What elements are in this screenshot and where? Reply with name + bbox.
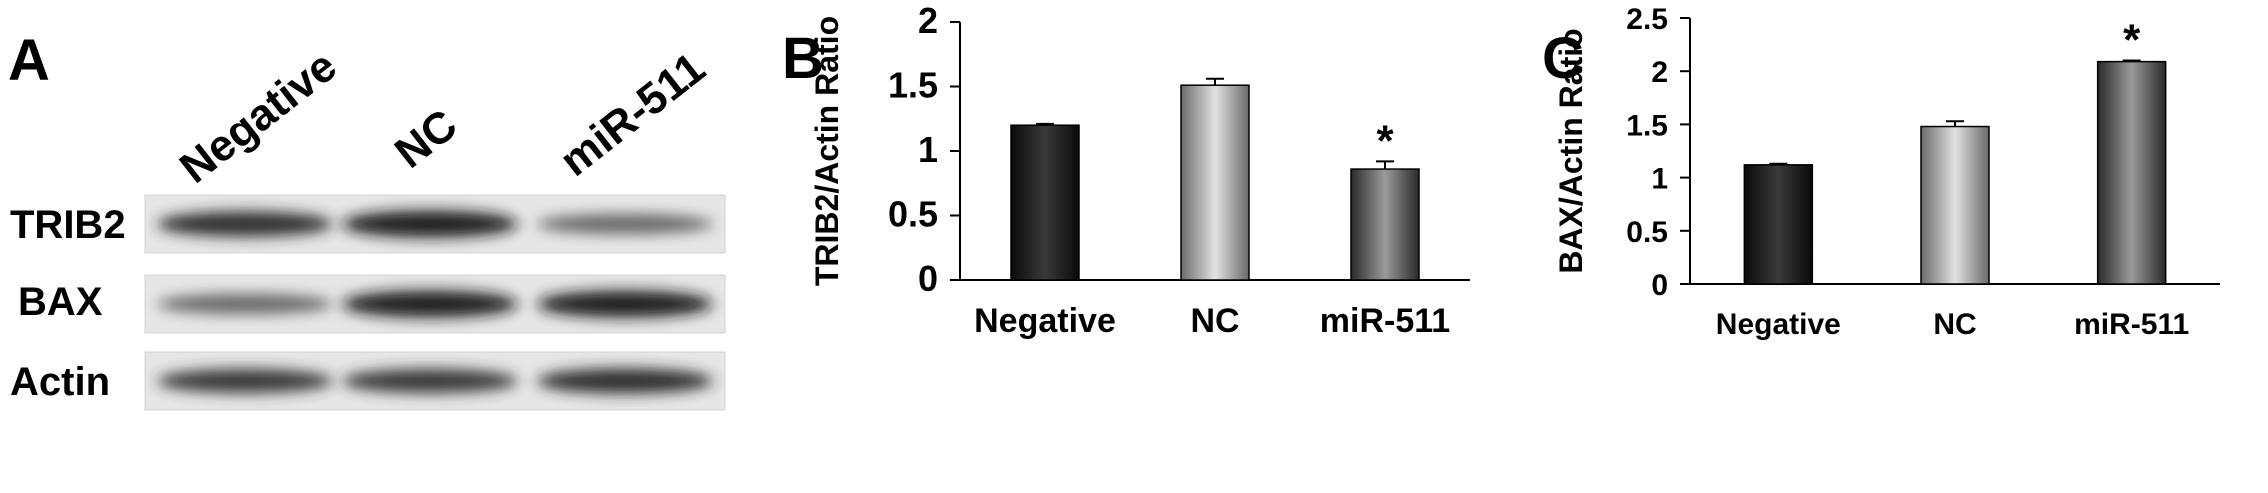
y-tick-label: 1.5 [1626, 109, 1668, 142]
bar-nc [1180, 84, 1250, 281]
lane-label-mir511: miR-511 [551, 43, 714, 186]
x-tick-label: NC [1933, 308, 1976, 341]
blot-band [342, 368, 518, 394]
row-label-bax: BAX [18, 280, 103, 324]
y-tick-label: 1 [1651, 163, 1668, 196]
x-tick-label: miR-511 [2074, 308, 2189, 341]
blot-band [157, 294, 333, 314]
western-blot-panel: A Negative NC miR-511 TRIB2 BAX Actin [8, 28, 726, 411]
y-tick-label: 0.5 [1626, 216, 1668, 249]
blot-band [342, 290, 518, 318]
panel-letter: C [1542, 26, 1584, 91]
y-tick-label: 0 [1651, 269, 1668, 302]
significance-mark: * [2123, 16, 2141, 65]
row-label-trib2: TRIB2 [10, 203, 126, 247]
blot-strip-actin [144, 351, 726, 411]
blot-band [537, 368, 713, 394]
x-tick-label: Negative [974, 302, 1116, 340]
y-axis-label: TRIB2/Actin Ratio [809, 16, 845, 286]
blot-band [157, 211, 333, 237]
bar-nc [1920, 125, 1990, 285]
lane-label-negative: Negative [171, 41, 346, 193]
blot-strip-trib2 [144, 194, 726, 254]
blot-band [157, 368, 333, 394]
significance-mark: * [1376, 116, 1394, 165]
row-label-actin: Actin [10, 360, 110, 404]
panel-letter: B [782, 26, 824, 91]
y-tick-label: 2.5 [1626, 3, 1668, 36]
y-tick-label: 0 [918, 258, 938, 299]
x-tick-label: miR-511 [1320, 302, 1450, 340]
y-axis-label: BAX/Actin Ratio [1553, 28, 1589, 273]
bar-mir-511 [1350, 168, 1420, 281]
blot-band [342, 210, 518, 238]
y-tick-label: 0.5 [888, 194, 938, 235]
panel-a-letter: A [8, 28, 50, 93]
bar-negative [1010, 124, 1080, 281]
x-tick-label: NC [1190, 302, 1239, 340]
lane-label-nc: NC [386, 100, 466, 178]
blot-strip-bax [144, 274, 726, 334]
bar-mir-511 [2096, 60, 2167, 285]
y-tick-label: 1 [918, 129, 938, 170]
y-tick-label: 2 [918, 0, 938, 41]
y-tick-label: 1.5 [888, 65, 938, 106]
bar-negative [1743, 164, 1814, 285]
y-tick-label: 2 [1651, 56, 1668, 89]
blot-band [537, 290, 713, 318]
x-tick-label: Negative [1716, 308, 1841, 341]
blot-band [537, 214, 713, 234]
